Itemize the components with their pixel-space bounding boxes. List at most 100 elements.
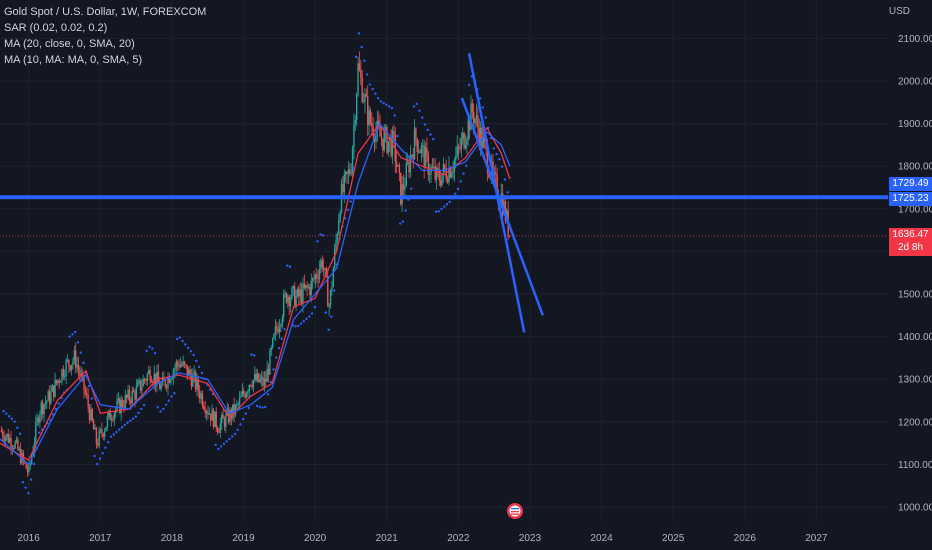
candle-body [369,110,372,124]
candle-body [3,437,5,442]
sar-dot [115,430,118,434]
candle-body [65,360,67,377]
sar-dot [371,87,374,91]
sar-dot [230,435,234,438]
candle-body [64,376,66,378]
candle-body [478,127,480,146]
indicator-ma20[interactable]: MA (20, close, 0, SMA, 20) [4,38,135,50]
candle-body [113,413,116,421]
candle-body [368,110,370,126]
sar-dot [29,478,33,481]
symbol-title[interactable]: Gold Spot / U.S. Dollar, 1W, FOREXCOM [4,6,207,18]
candle-body [152,382,154,384]
candle-body [274,326,277,335]
sar-dot [104,446,107,449]
sar-dot [131,417,135,420]
candle-body [282,295,285,318]
candle-body [236,404,238,406]
candle-body [138,380,140,383]
candle-body [441,174,443,186]
candle-body [355,94,358,121]
candle-body [364,94,366,102]
candle-body [254,373,256,380]
candle-body [198,391,201,399]
candle-body [397,165,399,167]
sar-dot [32,462,36,466]
candle-body [357,63,359,95]
trendlines[interactable] [460,53,544,333]
currency-label[interactable]: USD [888,6,910,17]
sar-dot [401,220,405,223]
candle-body [380,136,383,139]
y-tick-label: 1300.00 [898,375,932,386]
candle-body [411,154,413,156]
candle-body [252,379,255,388]
sar-dot [503,178,507,181]
sar-dot [247,406,250,410]
x-tick-label: 2026 [734,533,757,544]
candle-body [267,368,270,375]
candle-body [77,364,80,371]
candle-body [314,274,317,280]
candle-body [347,169,350,174]
sar-dot [156,406,160,409]
candle-body [26,468,29,473]
sar-dot [96,462,99,466]
candle-body [54,379,56,397]
candle-body [375,131,377,143]
candle-body [426,147,428,154]
candle-body [336,234,339,241]
candle-body [183,361,186,365]
sar-dot [426,128,429,132]
candle-body [124,395,127,409]
candle-body [103,430,106,437]
candle-body [406,161,409,164]
candle-body [466,139,468,145]
candle-body [269,350,271,375]
candle-body [270,347,273,351]
candle-body [216,427,219,432]
sar-dot [478,97,482,100]
candle-body [35,422,37,443]
candle-body [4,436,7,442]
us-flag-event-icon[interactable] [507,503,523,519]
sar-dot [506,191,509,194]
candle-body [298,288,300,297]
candle-body [40,402,43,414]
price-axis[interactable]: 1000.00 1100.00 1200.00 1300.00 1400.00 1500.… [898,34,932,514]
sar-dot [258,405,261,408]
candle-body [423,145,425,169]
candle-body [112,419,114,421]
candle-body [294,286,296,307]
candle-body [226,409,228,415]
levels[interactable] [0,195,888,237]
candle-body [62,369,65,377]
candle-body [453,159,456,172]
sar-dot [71,333,74,336]
indicator-ma10[interactable]: MA (10, MA: MA, 0, SMA, 5) [4,54,143,66]
candle-body [463,132,465,149]
sar-dot [299,322,303,325]
candle-body [475,115,478,120]
candle-body [189,369,191,376]
candle-body [137,382,139,387]
candle-body [501,193,504,215]
sar-dot [365,73,369,76]
sar-dot [288,265,292,268]
candle-body [68,359,70,366]
candle-body [346,171,348,174]
sar-dot [90,397,93,400]
candle-body [29,463,31,465]
candle-body [193,371,195,375]
candle-body [105,426,107,431]
candle-body [176,362,179,365]
candle-body [47,391,49,401]
sar-dot [18,432,22,435]
candle-body [273,334,275,339]
sar-dot [302,320,306,323]
time-axis[interactable]: 2016 2017 2018 2019 2020 2021 2022 2023 2024 2025… [18,533,828,544]
indicator-sar[interactable]: SAR (0.02, 0.02, 0.2) [4,22,108,34]
candle-body [311,278,314,282]
sar-dot [137,411,140,415]
